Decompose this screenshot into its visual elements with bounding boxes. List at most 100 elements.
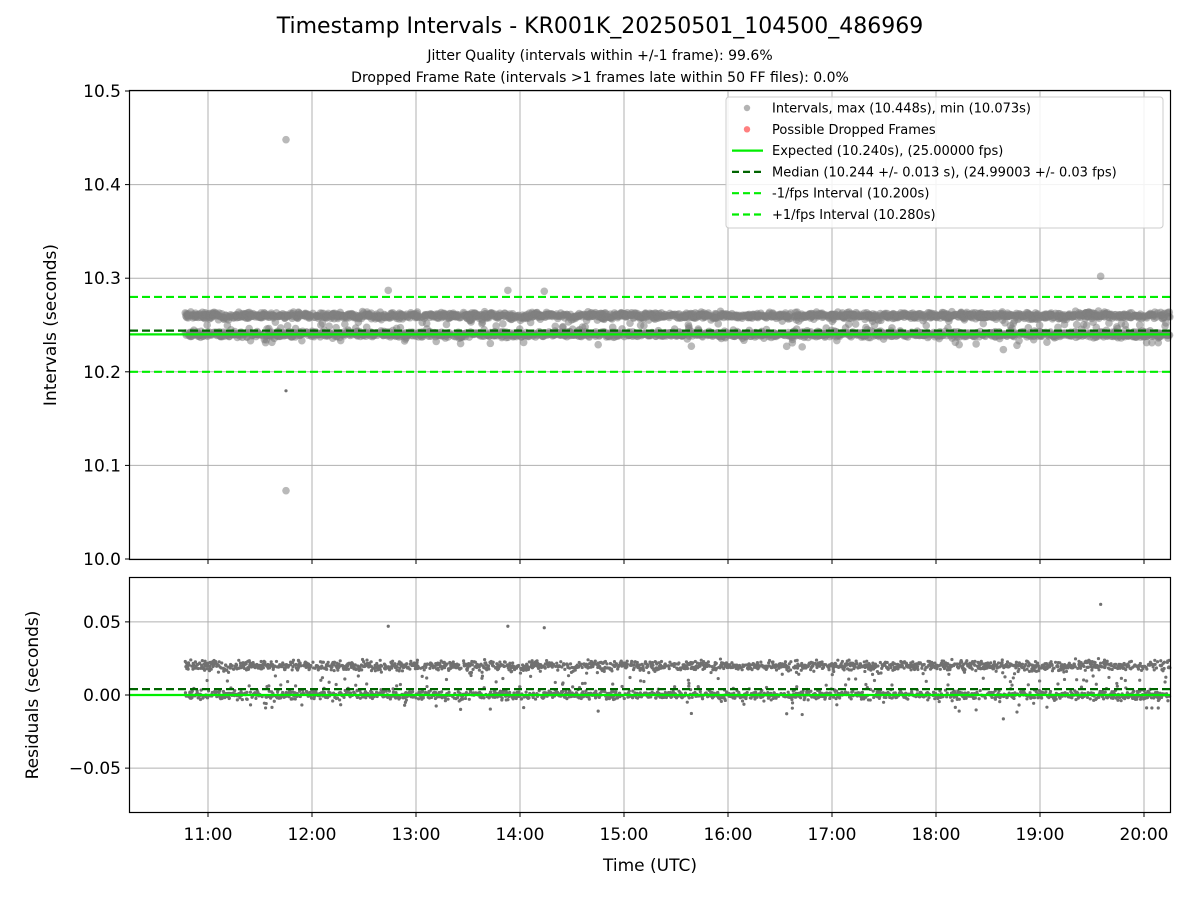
residual-point xyxy=(444,677,449,682)
interval-point xyxy=(298,336,306,345)
residual-point xyxy=(354,667,358,671)
residual-point xyxy=(518,685,522,689)
residual-point xyxy=(566,674,571,678)
interval-point xyxy=(271,318,280,326)
residual-point xyxy=(614,690,618,694)
residual-point xyxy=(491,660,495,664)
residual-point xyxy=(311,660,315,664)
residual-point xyxy=(245,690,249,694)
residual-point xyxy=(270,705,274,709)
residual-point xyxy=(642,679,646,684)
residual-point xyxy=(267,684,271,688)
residual-point xyxy=(585,671,589,675)
residual-point xyxy=(380,664,384,668)
residual-point xyxy=(517,690,521,694)
interval-point xyxy=(922,321,931,330)
residual-point xyxy=(291,658,296,662)
residual-point xyxy=(571,685,575,689)
residual-point xyxy=(522,705,526,710)
interval-point xyxy=(499,320,507,328)
residual-point xyxy=(620,684,624,689)
interval-point xyxy=(504,286,512,295)
residual-point xyxy=(561,681,565,685)
residual-point xyxy=(639,679,643,683)
residual-point xyxy=(605,662,609,666)
residual-point xyxy=(527,696,531,700)
interval-point xyxy=(282,135,290,144)
residual-point xyxy=(470,663,474,667)
residual-point xyxy=(533,697,538,701)
residual-point xyxy=(436,668,440,672)
residual-point xyxy=(390,659,395,663)
residual-point xyxy=(354,683,358,687)
residual-point xyxy=(559,660,563,664)
residual-point xyxy=(518,671,523,675)
residual-point xyxy=(378,658,382,662)
residual-point xyxy=(501,676,505,681)
interval-point xyxy=(283,321,292,330)
residual-point xyxy=(595,671,599,675)
residual-point xyxy=(646,663,650,667)
residual-point xyxy=(230,664,234,668)
interval-point xyxy=(282,486,290,495)
residual-point xyxy=(293,684,298,688)
residual-point xyxy=(220,696,224,700)
residual-point xyxy=(425,676,429,680)
residual-point xyxy=(562,663,566,667)
residual-point xyxy=(189,658,193,662)
residual-point xyxy=(364,696,368,700)
residual-point xyxy=(596,709,600,713)
interval-point xyxy=(798,343,806,351)
residual-point xyxy=(261,666,265,670)
residual-point xyxy=(673,685,677,689)
interval-point xyxy=(999,345,1008,354)
residual-point xyxy=(553,680,557,685)
residual-point xyxy=(235,663,239,667)
residual-point xyxy=(563,667,567,671)
residual-point xyxy=(583,681,587,685)
residual-point xyxy=(254,696,258,700)
interval-point xyxy=(1082,321,1091,330)
interval-point xyxy=(640,321,648,330)
interval-point xyxy=(955,340,963,349)
residual-point xyxy=(202,668,207,672)
residual-point xyxy=(316,668,320,672)
residual-point xyxy=(463,696,468,701)
residual-point xyxy=(630,659,634,664)
residual-point xyxy=(263,706,268,710)
residual-point xyxy=(331,699,335,703)
residual-point xyxy=(398,695,402,700)
residual-point xyxy=(273,674,277,678)
residual-point xyxy=(226,670,231,674)
residual-point xyxy=(245,697,249,701)
residual-point xyxy=(529,674,533,678)
interval-point xyxy=(1096,272,1105,281)
interval-point xyxy=(519,338,528,347)
residual-point xyxy=(343,677,347,681)
residual-point xyxy=(403,703,407,707)
residual-point xyxy=(530,659,534,663)
residual-point xyxy=(520,697,524,701)
residual-point xyxy=(334,682,338,687)
residual-point xyxy=(642,668,646,673)
interval-point xyxy=(456,339,465,348)
residual-point xyxy=(279,683,283,687)
residual-point xyxy=(338,698,342,702)
residual-point xyxy=(459,666,463,670)
residual-point xyxy=(610,669,614,673)
residual-point xyxy=(360,668,364,672)
interval-point xyxy=(318,319,327,328)
interval-point xyxy=(432,337,441,346)
residual-point xyxy=(447,690,451,694)
residual-point xyxy=(338,659,342,663)
residual-point xyxy=(237,658,241,662)
interval-point xyxy=(203,321,211,329)
jitter-quality-subtitle: Jitter Quality (intervals within +/-1 fr… xyxy=(427,48,773,64)
interval-points xyxy=(181,135,1174,495)
residual-point xyxy=(309,663,313,668)
residual-point xyxy=(200,658,204,663)
interval-point xyxy=(384,286,393,295)
residual-point xyxy=(602,669,606,674)
residual-point xyxy=(632,663,636,667)
